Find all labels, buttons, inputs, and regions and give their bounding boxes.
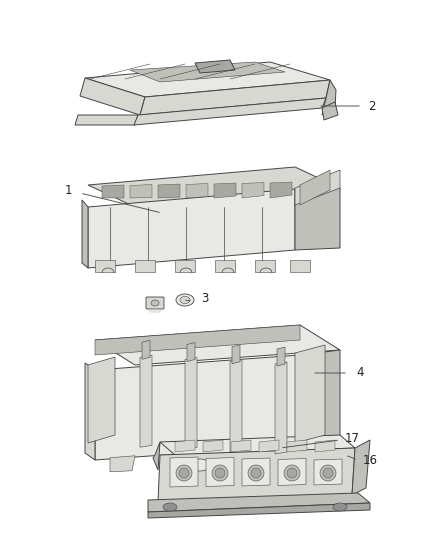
- Polygon shape: [287, 440, 307, 452]
- Polygon shape: [275, 362, 287, 454]
- Ellipse shape: [180, 296, 190, 303]
- Polygon shape: [153, 442, 160, 470]
- Text: 17: 17: [345, 432, 360, 445]
- Polygon shape: [295, 188, 340, 250]
- Polygon shape: [130, 62, 285, 82]
- Polygon shape: [278, 458, 306, 486]
- Polygon shape: [95, 260, 115, 272]
- FancyBboxPatch shape: [146, 297, 164, 309]
- Polygon shape: [280, 464, 305, 480]
- Polygon shape: [142, 340, 150, 359]
- Polygon shape: [80, 78, 145, 115]
- Polygon shape: [95, 325, 340, 365]
- Ellipse shape: [251, 468, 261, 478]
- Polygon shape: [170, 457, 198, 487]
- Polygon shape: [277, 347, 285, 366]
- Polygon shape: [140, 80, 330, 115]
- Text: 16: 16: [363, 454, 378, 466]
- Polygon shape: [88, 167, 340, 207]
- Polygon shape: [300, 170, 330, 205]
- Ellipse shape: [176, 465, 192, 481]
- Polygon shape: [134, 98, 326, 125]
- Polygon shape: [110, 456, 135, 472]
- Polygon shape: [75, 115, 138, 125]
- Ellipse shape: [179, 468, 189, 478]
- Polygon shape: [215, 260, 235, 272]
- Polygon shape: [88, 189, 295, 268]
- Polygon shape: [160, 435, 355, 455]
- Polygon shape: [322, 102, 338, 120]
- Ellipse shape: [248, 465, 264, 481]
- Ellipse shape: [212, 465, 228, 481]
- Polygon shape: [352, 440, 370, 495]
- Polygon shape: [187, 343, 195, 361]
- Ellipse shape: [287, 468, 297, 478]
- Polygon shape: [315, 440, 335, 452]
- Polygon shape: [148, 503, 370, 518]
- Polygon shape: [82, 200, 88, 268]
- Polygon shape: [290, 260, 310, 272]
- Text: 2: 2: [368, 100, 376, 112]
- Text: 4: 4: [356, 367, 364, 379]
- Polygon shape: [130, 184, 152, 198]
- Polygon shape: [135, 260, 155, 272]
- Ellipse shape: [151, 300, 159, 306]
- Ellipse shape: [333, 503, 347, 511]
- Polygon shape: [85, 62, 330, 97]
- Polygon shape: [230, 360, 242, 452]
- Polygon shape: [88, 357, 115, 443]
- Polygon shape: [255, 260, 275, 272]
- Polygon shape: [242, 182, 264, 198]
- Polygon shape: [102, 185, 124, 198]
- Polygon shape: [231, 440, 251, 452]
- Polygon shape: [206, 457, 234, 487]
- Polygon shape: [85, 363, 95, 460]
- Polygon shape: [232, 345, 240, 364]
- Ellipse shape: [163, 503, 177, 511]
- Polygon shape: [175, 440, 195, 452]
- Ellipse shape: [284, 465, 300, 481]
- Polygon shape: [95, 325, 300, 355]
- Ellipse shape: [323, 468, 333, 478]
- Polygon shape: [158, 448, 355, 502]
- Polygon shape: [148, 493, 370, 512]
- Text: 3: 3: [201, 293, 208, 305]
- Polygon shape: [200, 461, 225, 477]
- Ellipse shape: [190, 459, 210, 471]
- Polygon shape: [295, 170, 340, 205]
- Polygon shape: [259, 440, 279, 452]
- Polygon shape: [242, 458, 270, 486]
- Polygon shape: [185, 358, 197, 449]
- Polygon shape: [175, 260, 195, 272]
- Polygon shape: [300, 350, 340, 445]
- Ellipse shape: [320, 465, 336, 481]
- Polygon shape: [295, 345, 325, 443]
- Ellipse shape: [176, 294, 194, 306]
- Polygon shape: [140, 356, 152, 447]
- Polygon shape: [195, 60, 235, 73]
- Polygon shape: [186, 183, 208, 198]
- Polygon shape: [270, 182, 292, 198]
- Polygon shape: [158, 184, 180, 198]
- Polygon shape: [214, 183, 236, 198]
- Polygon shape: [314, 459, 342, 485]
- Polygon shape: [95, 355, 300, 460]
- Text: 1: 1: [64, 184, 72, 198]
- Polygon shape: [203, 440, 223, 452]
- Ellipse shape: [148, 309, 162, 313]
- Ellipse shape: [215, 468, 225, 478]
- Polygon shape: [322, 80, 336, 115]
